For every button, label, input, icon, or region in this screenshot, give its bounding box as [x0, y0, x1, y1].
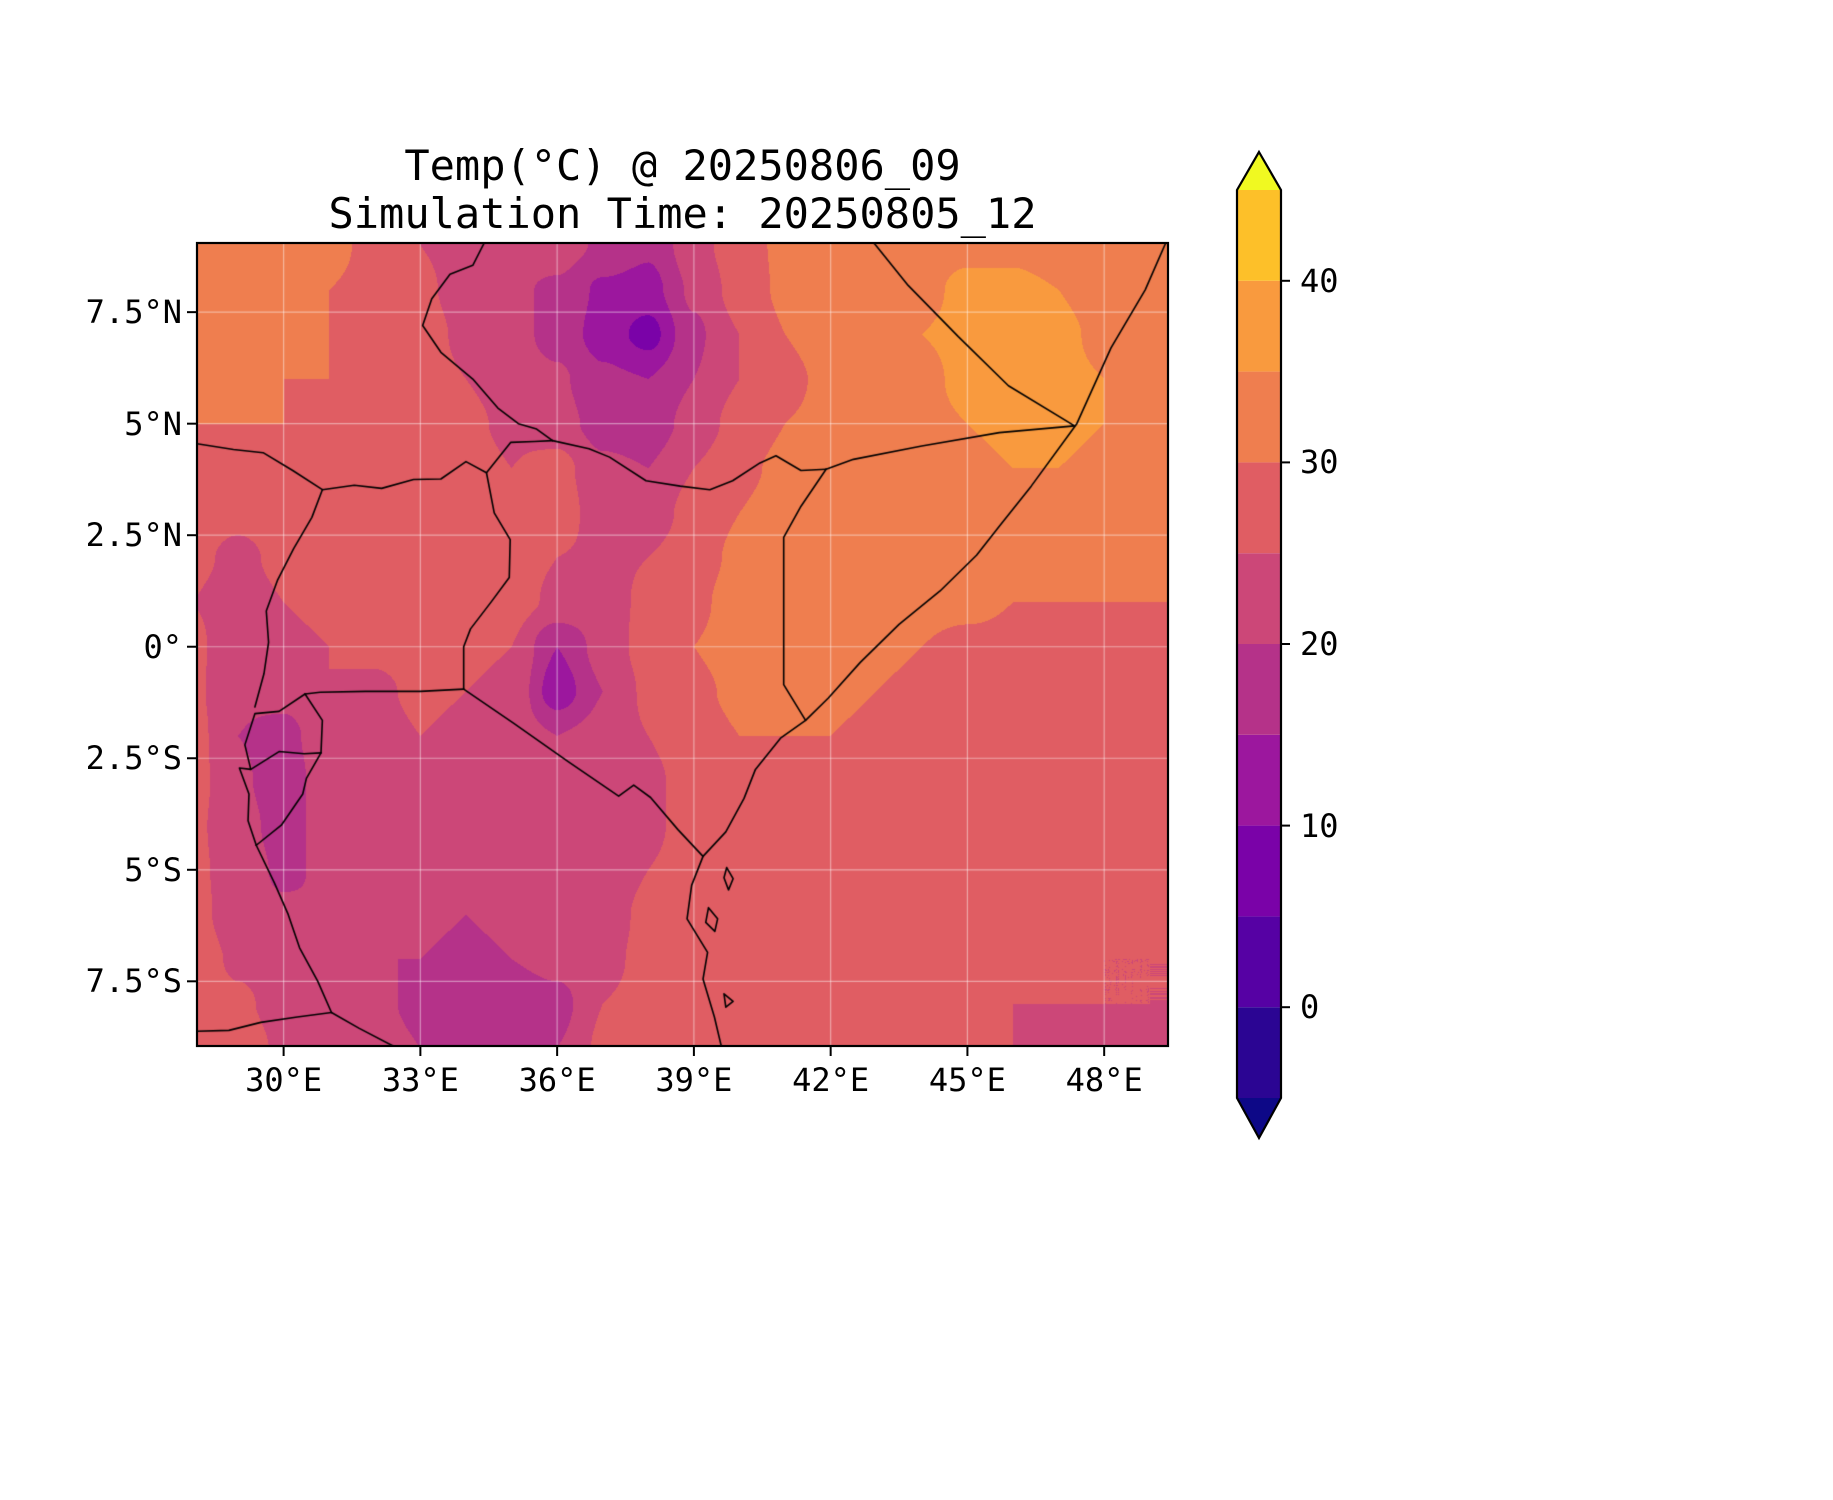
colorbar-tick-label: 30 — [1300, 443, 1339, 482]
x-tick-label: 42°E — [792, 1061, 870, 1099]
colorbar-tick-label: 10 — [1300, 806, 1339, 845]
title-block: Temp(°C) @ 20250806_09 Simulation Time: … — [197, 142, 1168, 238]
temperature-heatmap — [197, 243, 1168, 1046]
x-tick-label: 30°E — [245, 1061, 323, 1099]
plot-title: Temp(°C) @ 20250806_09 — [404, 141, 961, 190]
y-tick-marks — [187, 311, 197, 983]
x-tick-label: 39°E — [655, 1061, 733, 1099]
x-tick-label: 36°E — [518, 1061, 596, 1099]
y-tick-label: 0° — [143, 627, 182, 666]
colorbar-under-arrow — [1237, 1098, 1281, 1138]
colorbar-tick-label: 0 — [1300, 988, 1320, 1027]
y-tick-label: 7.5°S — [85, 962, 182, 1001]
y-tick-label: 5°S — [124, 850, 182, 889]
colorbar-tick-label: 20 — [1300, 625, 1339, 663]
colorbar-over-arrow — [1237, 152, 1281, 190]
colorbar-outline — [1235, 149, 1283, 1141]
plot-subtitle: Simulation Time: 20250805_12 — [328, 189, 1037, 238]
x-tick-marks — [282, 1046, 1106, 1056]
colorbar-tick-label: 40 — [1300, 261, 1339, 300]
x-tick-label: 48°E — [1065, 1061, 1143, 1099]
x-tick-label: 45°E — [928, 1061, 1006, 1099]
y-tick-label: 2.5°N — [85, 516, 182, 555]
y-tick-label: 2.5°S — [85, 739, 182, 778]
colorbar-tick-marks — [1281, 279, 1290, 1009]
y-tick-label: 7.5°N — [85, 293, 182, 332]
x-tick-label: 33°E — [381, 1061, 459, 1099]
colorbar — [1235, 149, 1290, 1141]
y-tick-label: 5°N — [124, 404, 182, 443]
